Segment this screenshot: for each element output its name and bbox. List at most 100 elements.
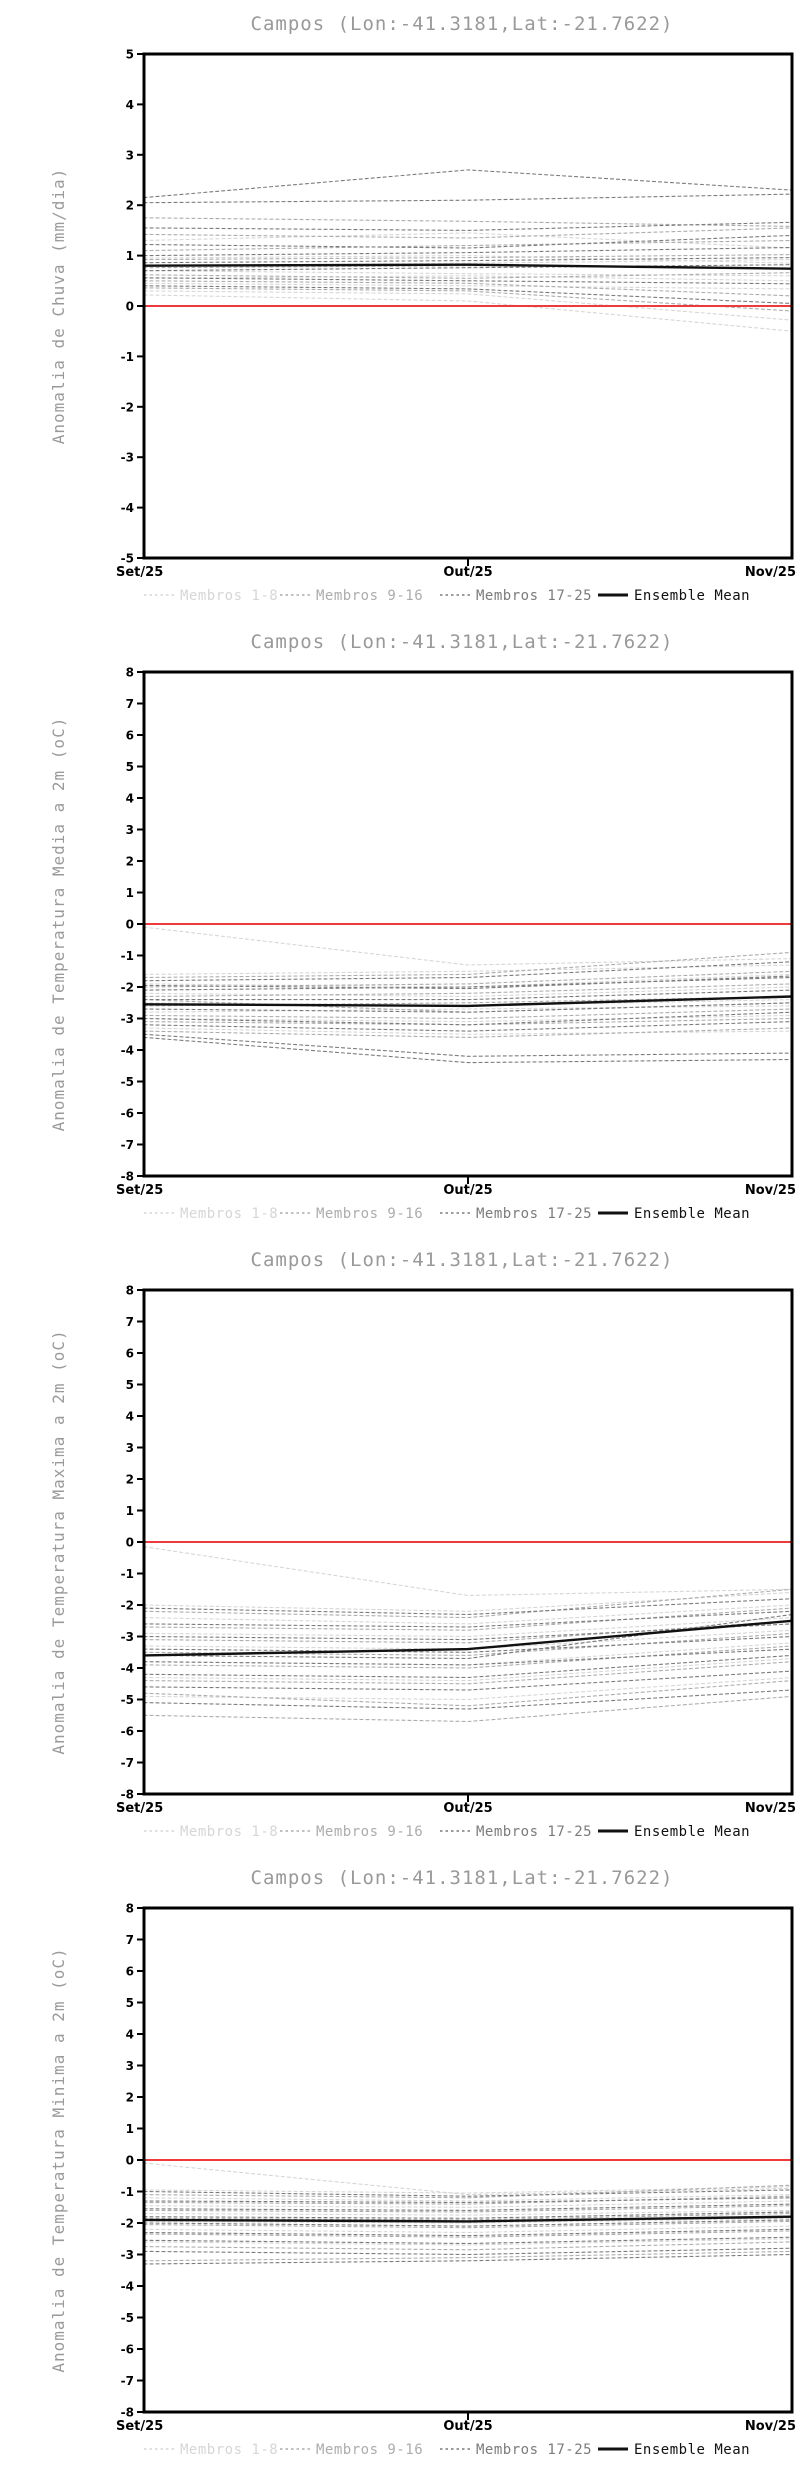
y-tick-label: -2 bbox=[121, 400, 134, 414]
member-line-membros_1_8 bbox=[143, 294, 793, 332]
member-line-membros_1_8 bbox=[143, 1014, 793, 1023]
x-axis-label: Nov/25 bbox=[745, 1801, 796, 1816]
member-line-membros_1_8 bbox=[143, 2162, 793, 2196]
series-lines bbox=[142, 169, 794, 332]
member-line-membros_1_8 bbox=[143, 2209, 793, 2216]
legend-label: Membros 1-8 bbox=[180, 2442, 278, 2458]
member-line-membros_9_16 bbox=[143, 2220, 793, 2229]
y-tick-label: 0 bbox=[126, 918, 134, 932]
y-tick-label: 4 bbox=[126, 792, 134, 806]
member-line-membros_17_25 bbox=[143, 1036, 793, 1064]
y-tick-label: 7 bbox=[126, 1315, 134, 1329]
member-line-membros_17_25 bbox=[143, 1623, 793, 1641]
y-tick-label: -2 bbox=[121, 2217, 134, 2231]
chart-title: Campos (Lon:-41.3181,Lat:-21.7622) bbox=[251, 631, 674, 653]
member-line-membros_17_25 bbox=[143, 277, 793, 285]
y-tick-label: -8 bbox=[121, 1788, 134, 1802]
member-line-membros_9_16 bbox=[143, 2184, 793, 2199]
y-tick-label: 5 bbox=[126, 1996, 134, 2010]
legend-label: Membros 9-16 bbox=[316, 1824, 423, 1840]
y-tick-label: 1 bbox=[126, 249, 134, 263]
y-tick-label: 5 bbox=[126, 1378, 134, 1392]
y-tick-label: -3 bbox=[121, 1012, 134, 1026]
ensemble-mean-line bbox=[142, 1619, 794, 1657]
chart-chuva: Campos (Lon:-41.3181,Lat:-21.7622) Anomal… bbox=[49, 13, 796, 604]
member-line-membros_1_8 bbox=[143, 2225, 793, 2234]
y-tick-label: -7 bbox=[121, 2374, 134, 2388]
y-tick-label: 5 bbox=[126, 48, 134, 62]
chart-title: Campos (Lon:-41.3181,Lat:-21.7622) bbox=[251, 1867, 674, 1889]
legend-label: Membros 17-25 bbox=[476, 588, 592, 604]
chart-title: Campos (Lon:-41.3181,Lat:-21.7622) bbox=[251, 1249, 674, 1271]
legend-label: Membros 9-16 bbox=[316, 1206, 423, 1222]
member-line-membros_17_25 bbox=[143, 1635, 793, 1653]
member-line-membros_17_25 bbox=[143, 2219, 793, 2227]
member-line-membros_1_8 bbox=[143, 986, 793, 998]
y-tick-label: -7 bbox=[121, 1138, 134, 1152]
member-line-membros_1_8 bbox=[143, 290, 793, 321]
legend: Membros 1-8 Membros 9-16 Membros 17-25 Ense… bbox=[144, 1206, 750, 1222]
member-line-membros_9_16 bbox=[143, 1620, 793, 1644]
legend-label: Ensemble Mean bbox=[634, 2442, 750, 2458]
x-axis-label: Set/25 bbox=[116, 1801, 163, 1816]
ensemble-mean-line bbox=[142, 995, 794, 1008]
y-tick-label: 8 bbox=[126, 666, 134, 680]
y-tick-label: 4 bbox=[126, 1410, 134, 1424]
y-tick-label: 1 bbox=[126, 886, 134, 900]
member-line-membros_17_25 bbox=[143, 989, 793, 1001]
y-tick-label: 8 bbox=[126, 1902, 134, 1916]
y-axis-label: Anomalia de Temperatura Media a 2m (oC) bbox=[49, 717, 68, 1132]
y-tick-label: -3 bbox=[121, 2248, 134, 2262]
member-line-membros_1_8 bbox=[143, 275, 793, 282]
member-line-membros_1_8 bbox=[143, 1027, 793, 1035]
legend-label: Membros 1-8 bbox=[180, 588, 278, 604]
y-tick-label: 0 bbox=[126, 1536, 134, 1550]
y-axis-label: Anomalia de Chuva (mm/dia) bbox=[49, 168, 68, 444]
y-tick-label: -5 bbox=[121, 552, 134, 566]
member-line-membros_17_25 bbox=[143, 257, 793, 264]
member-line-membros_17_25 bbox=[143, 2253, 793, 2265]
member-line-membros_9_16 bbox=[143, 951, 793, 979]
member-line-membros_17_25 bbox=[143, 2228, 793, 2237]
y-tick-label: 3 bbox=[126, 1441, 134, 1455]
x-axis-label: Out/25 bbox=[443, 1801, 492, 1816]
x-axis-label: Set/25 bbox=[116, 565, 163, 580]
legend-label: Ensemble Mean bbox=[634, 1824, 750, 1840]
member-line-membros_9_16 bbox=[143, 1695, 793, 1723]
member-line-membros_1_8 bbox=[143, 926, 793, 966]
y-tick-label: 6 bbox=[126, 729, 134, 743]
legend-label: Ensemble Mean bbox=[634, 588, 750, 604]
member-line-membros_9_16 bbox=[143, 287, 793, 312]
member-line-membros_1_8 bbox=[143, 1591, 793, 1612]
legend: Membros 1-8 Membros 9-16 Membros 17-25 Ense… bbox=[144, 2442, 750, 2458]
ensemble-mean-line bbox=[142, 2215, 794, 2223]
member-line-membros_1_8 bbox=[143, 2194, 793, 2202]
legend-label: Membros 9-16 bbox=[316, 588, 423, 604]
member-line-membros_9_16 bbox=[143, 280, 793, 297]
member-line-membros_17_25 bbox=[143, 193, 793, 204]
y-tick-label: 4 bbox=[126, 98, 134, 112]
member-line-membros_9_16 bbox=[143, 983, 793, 998]
member-line-membros_17_25 bbox=[143, 1011, 793, 1026]
legend-label: Membros 1-8 bbox=[180, 1824, 278, 1840]
y-tick-label: 3 bbox=[126, 2059, 134, 2073]
y-tick-label: -7 bbox=[121, 1756, 134, 1770]
member-line-membros_9_16 bbox=[143, 272, 793, 279]
y-tick-label: 2 bbox=[126, 2091, 134, 2105]
y-tick-label: 4 bbox=[126, 2028, 134, 2042]
legend-label: Membros 1-8 bbox=[180, 1206, 278, 1222]
legend-label: Membros 17-25 bbox=[476, 2442, 592, 2458]
y-tick-label: -6 bbox=[121, 1725, 134, 1739]
y-tick-label: 2 bbox=[126, 1473, 134, 1487]
chart-panel-temp-maxima: Campos (Lon:-41.3181,Lat:-21.7622) Anomal… bbox=[0, 1236, 800, 1854]
member-line-membros_17_25 bbox=[143, 2211, 793, 2219]
legend: Membros 1-8 Membros 9-16 Membros 17-25 Ense… bbox=[144, 1824, 750, 1840]
x-axis-label: Nov/25 bbox=[745, 1183, 796, 1198]
member-line-membros_9_16 bbox=[143, 2250, 793, 2262]
member-line-membros_17_25 bbox=[143, 264, 793, 272]
member-line-membros_17_25 bbox=[143, 246, 793, 257]
y-tick-label: -1 bbox=[121, 1567, 134, 1581]
member-line-membros_17_25 bbox=[143, 1670, 793, 1691]
y-tick-label: 2 bbox=[126, 199, 134, 213]
x-axis-label: Out/25 bbox=[443, 2419, 492, 2434]
